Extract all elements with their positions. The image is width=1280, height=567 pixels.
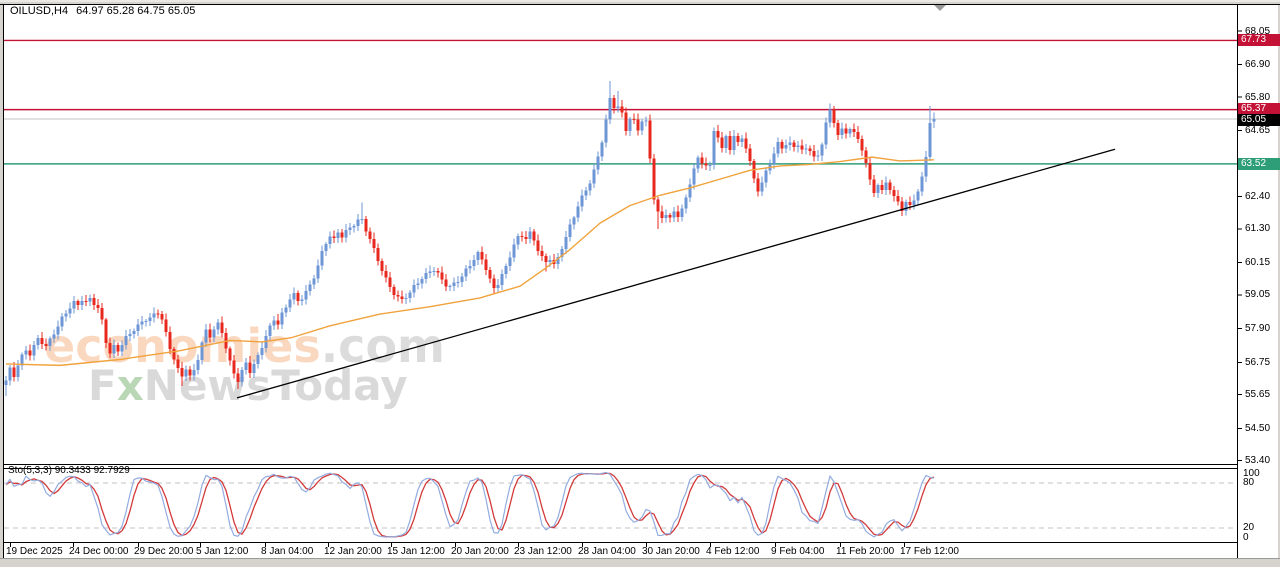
price-tick-label: 53.40: [1245, 455, 1271, 467]
price-tick-label: 57.90: [1245, 323, 1271, 335]
symbol-period-label: OILUSD,H4: [10, 5, 69, 17]
chart-title: OILUSD,H4 64.97 65.28 64.75 65.05: [10, 5, 195, 17]
date-label: 4 Feb 12:00: [706, 546, 760, 557]
moving-average-line[interactable]: [5, 156, 935, 367]
price-tick-label: 54.50: [1245, 422, 1271, 434]
ohlc-values: 64.97 65.28 64.75 65.05: [76, 5, 196, 17]
stochastic-indicator-label: Sto(5,3,3) 90.3433 92.7929: [8, 465, 130, 476]
price-tick-label: 56.75: [1245, 356, 1271, 368]
date-label: 5 Jan 12:00: [196, 546, 249, 557]
chart-background: [4, 5, 1278, 558]
price-badge-65.05: 65.05: [1238, 114, 1280, 126]
sto-level-label-20: 20: [1243, 522, 1255, 533]
date-label: 11 Feb 20:00: [836, 546, 895, 557]
sto-level-label-80: 80: [1243, 477, 1255, 488]
date-label: 12 Jan 20:00: [324, 546, 382, 557]
date-label: 20 Jan 20:00: [451, 546, 509, 557]
date-label: 17 Feb 12:00: [900, 546, 959, 557]
price-tick-label: 62.40: [1245, 191, 1271, 203]
date-label: 19 Dec 2025: [6, 546, 63, 557]
price-tick-label: 68.05: [1245, 25, 1271, 37]
price-badge-65.37: 65.37: [1238, 102, 1280, 115]
price-tick-label: 61.30: [1245, 223, 1271, 235]
sto-level-label-0: 0: [1243, 532, 1249, 543]
price-badge-63.52: 63.52: [1238, 157, 1280, 170]
ascending-trendline[interactable]: [236, 148, 1116, 399]
watermark-subbrand: FxNewsToday: [88, 361, 408, 410]
price-tick-label: 59.05: [1245, 289, 1271, 301]
window-bottom-chrome: [0, 559, 1280, 567]
price-tick-label: 64.65: [1245, 125, 1271, 137]
date-label: 29 Dec 20:00: [134, 546, 194, 557]
window-top-chrome: [0, 0, 1280, 4]
scroll-to-end-marker-icon[interactable]: [934, 5, 946, 11]
date-label: 24 Dec 00:00: [69, 546, 129, 557]
date-label: 15 Jan 12:00: [387, 546, 445, 557]
date-label: 9 Feb 04:00: [771, 546, 825, 557]
date-label: 30 Jan 20:00: [642, 546, 700, 557]
price-tick-label: 60.15: [1245, 257, 1271, 269]
price-badge-67.73: 67.73: [1238, 34, 1280, 47]
date-label: 28 Jan 04:00: [578, 546, 636, 557]
sto-main-line: [5, 471, 935, 538]
candles-layer: [4, 80, 936, 397]
date-label: 23 Jan 12:00: [514, 546, 572, 557]
date-label: 8 Jan 04:00: [261, 546, 314, 557]
price-tick-label: 65.80: [1245, 91, 1271, 103]
price-tick-label: 66.90: [1245, 59, 1271, 71]
sto-level-label-100: 100: [1243, 468, 1260, 479]
price-tick-label: 55.65: [1245, 389, 1271, 401]
sto-signal-line: [5, 472, 935, 538]
